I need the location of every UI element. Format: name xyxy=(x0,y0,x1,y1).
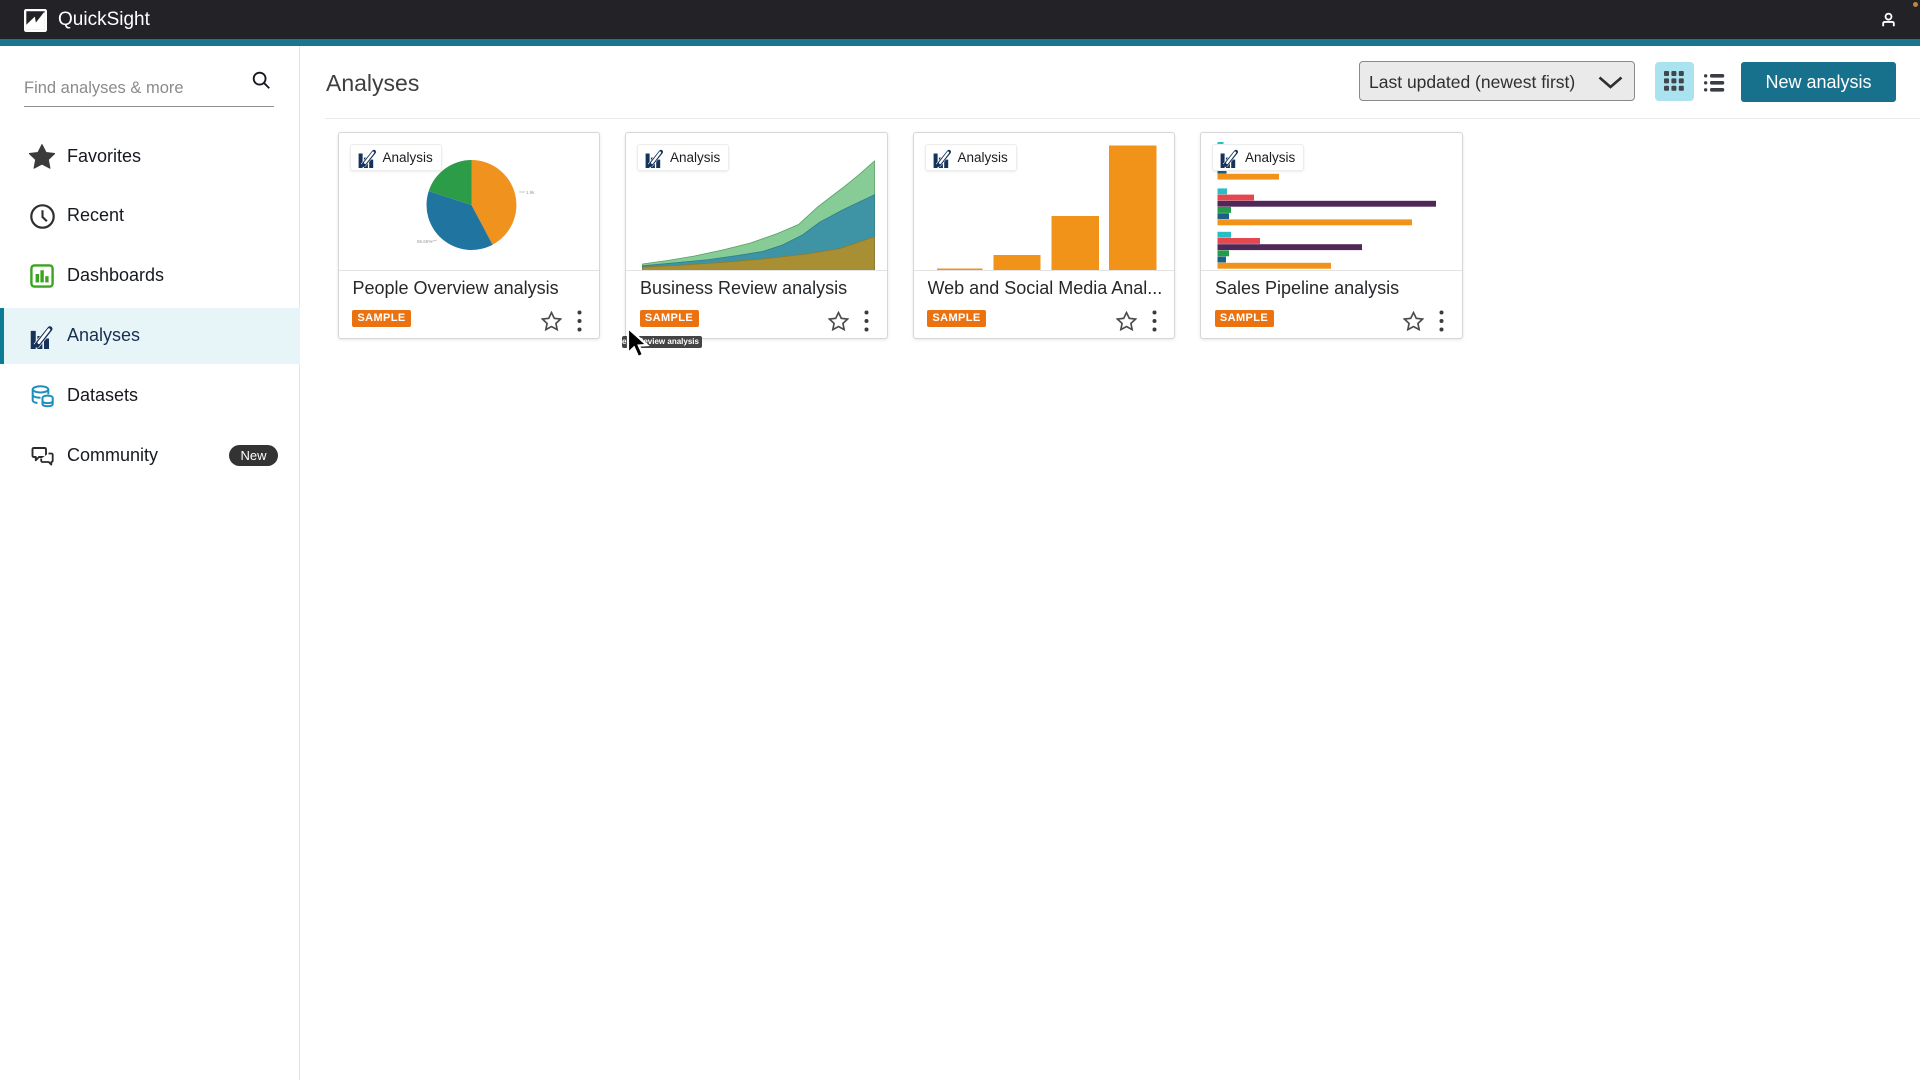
svg-text:1.9k: 1.9k xyxy=(526,190,535,195)
svg-text:86.65%: 86.65% xyxy=(417,239,432,244)
